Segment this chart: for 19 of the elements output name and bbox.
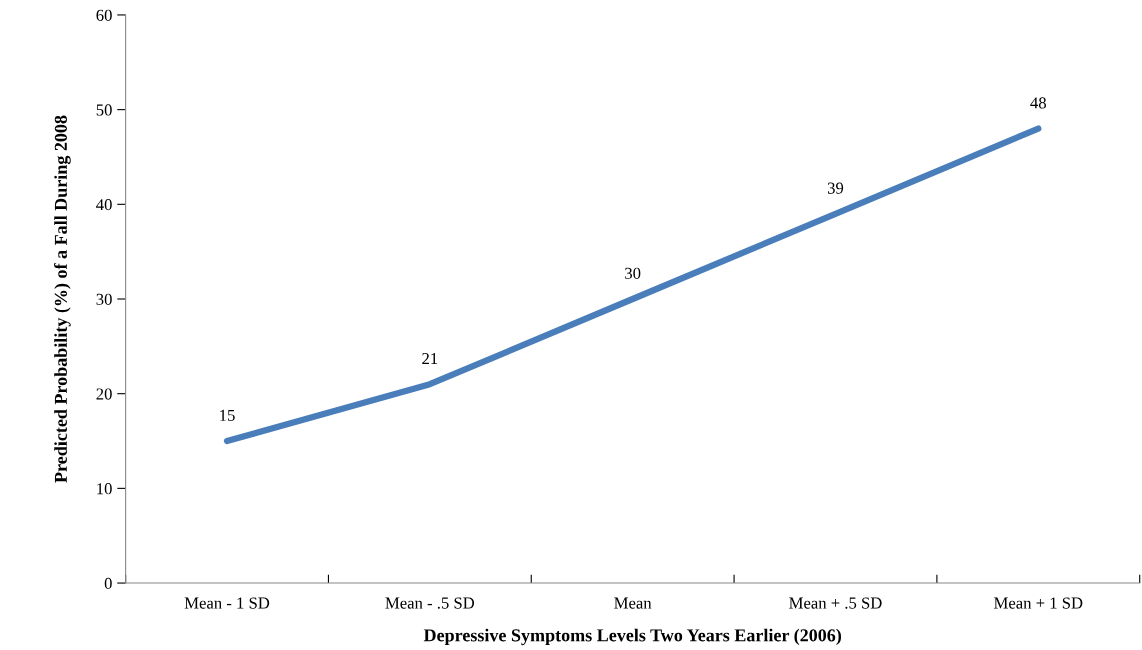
x-tick-label: Mean - .5 SD xyxy=(385,597,475,609)
y-tick-label: 40 xyxy=(96,199,112,211)
x-tick-label: Mean - 1 SD xyxy=(184,597,270,609)
data-label: 15 xyxy=(220,409,235,421)
x-axis-title: Depressive Symptoms Levels Two Years Earlier (2006) xyxy=(423,628,841,646)
data-label: 48 xyxy=(1030,97,1046,109)
y-tick-label: 10 xyxy=(97,483,112,495)
data-label: 30 xyxy=(625,267,641,279)
x-tick-label: Mean xyxy=(614,597,652,609)
data-label: 21 xyxy=(422,352,438,364)
y-tick-label: 30 xyxy=(96,293,112,305)
y-tick-label: 60 xyxy=(96,9,112,21)
y-tick-label: 20 xyxy=(96,388,112,400)
x-tick-label: Mean + .5 SD xyxy=(789,597,882,609)
y-axis-title: Predicted Probability (%) of a Fall During 2008 xyxy=(54,115,71,483)
data-label: 39 xyxy=(827,182,844,194)
y-tick-label: 0 xyxy=(104,577,112,589)
x-tick-label: Mean + 1 SD xyxy=(994,597,1083,609)
y-tick-label: 50 xyxy=(96,104,112,116)
